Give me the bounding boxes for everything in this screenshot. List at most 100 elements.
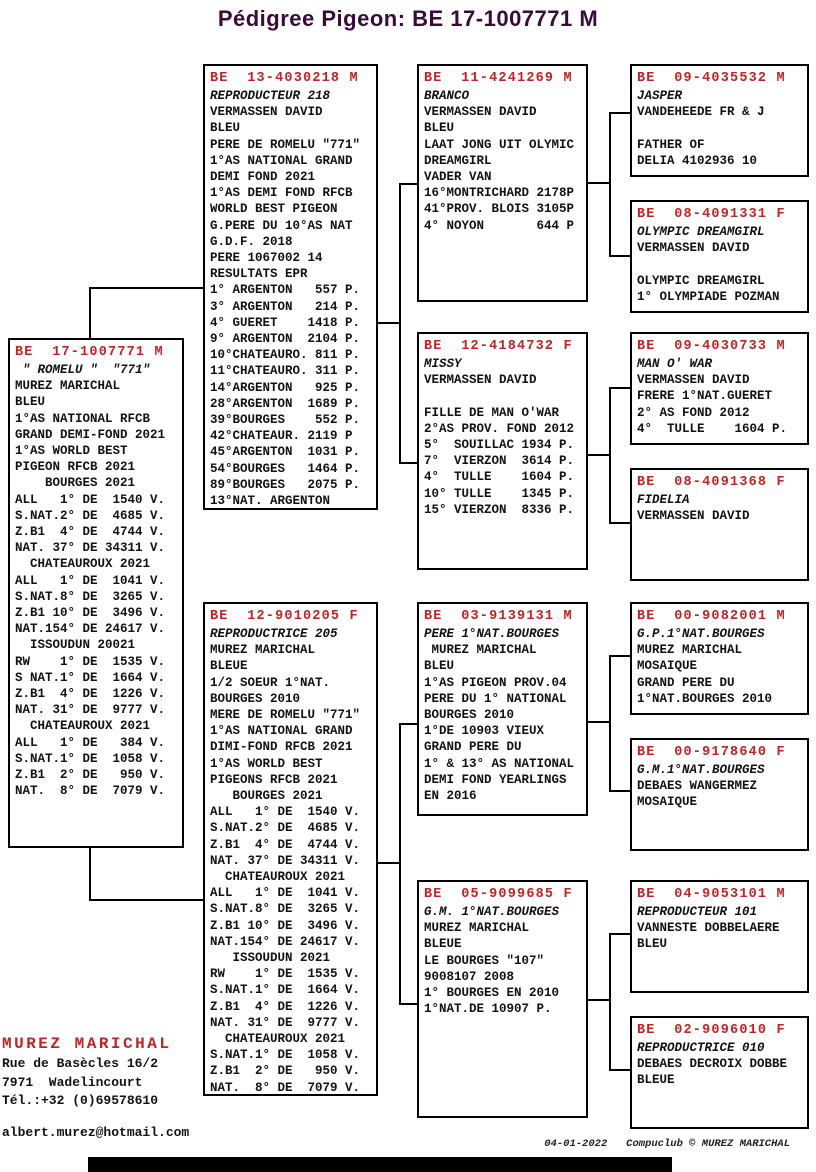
pedigree-text-line: S.NAT.2° DE 4685 V. [15, 508, 166, 523]
pedigree-text-line: 10°CHATEAURO. 811 P. [210, 348, 361, 363]
pedigree-text-line: BLEU [424, 121, 455, 136]
pedigree-text-line: G.PERE DU 10°AS NAT [210, 218, 353, 233]
box-great-grandparent-8: BE 02-9096010 F REPRODUCTRICE 010 DEBAES D… [630, 1016, 809, 1129]
box-great-grandparent-4: BE 08-4091368 F FIDELIA VERMASSEN DAVID [630, 468, 809, 581]
pedigree-text-line: NAT.154° DE 24617 V. [15, 622, 166, 637]
box-great-grandparent-7: BE 04-9053101 M REPRODUCTEUR 101 VANNESTE … [630, 880, 809, 993]
pedigree-text-line: PERE 1067002 14 [210, 251, 323, 266]
pedigree-text-line: ISSOUDUN 20021 [15, 638, 136, 653]
pedigree-text-line: BRANCO [424, 89, 470, 103]
pedigree-text-line: 10° TULLE 1345 P. [424, 486, 575, 501]
pedigree-text-line: 28°ARGENTON 1689 P. [210, 396, 361, 411]
pedigree-text-line: NAT. 31° DE 9777 V. [15, 703, 166, 718]
pedigree-text-line: OLYMPIC DREAMGIRL [637, 273, 765, 288]
box-great-grandparent-2: BE 08-4091331 F OLYMPIC DREAMGIRL VERMASSE… [630, 200, 809, 313]
pedigree-text-line: G.M. 1°NAT.BOURGES [424, 905, 560, 919]
breeder-city: 7971 Wadelincourt [2, 1074, 143, 1090]
pedigree-text-line: NAT. 31° DE 9777 V. [210, 1015, 361, 1030]
pedigree-text-line: NAT. 37° DE 34311 V. [210, 853, 361, 868]
pedigree-text-line: MUREZ MARICHAL [424, 921, 530, 936]
pedigree-text-line: 1°AS NATIONAL GRAND [210, 153, 353, 168]
pedigree-text-line: MAN O' WAR [637, 357, 713, 371]
pedigree-text-line: DEMI FOND YEARLINGS [424, 772, 567, 787]
pedigree-text-line: 1°NAT.BOURGES 2010 [637, 691, 773, 706]
box-dam: BE 12-9010205 F REPRODUCTRICE 205 MUREZ MA… [203, 602, 378, 1096]
pedigree-text-line: 42°CHATEAUR. 2119 P [210, 429, 353, 444]
pedigree-text-line: ALL 1° DE 1540 V. [15, 492, 166, 507]
pedigree-text-line: BLEU [210, 121, 241, 136]
pedigree-text-line: VERMASSEN DAVID [424, 105, 537, 120]
pedigree-text-line: ALL 1° DE 1041 V. [15, 573, 166, 588]
pedigree-text-line: 1°AS NATIONAL RFCB [15, 411, 151, 426]
pedigree-text-line: 9008107 2008 [424, 969, 515, 984]
pedigree-text-line: Z.B1 2° DE 950 V. [210, 1064, 361, 1079]
breeder-street: Rue de Basècles 16/2 [2, 1056, 159, 1071]
pedigree-text-line: 1° ARGENTON 557 P. [210, 283, 361, 298]
pedigree-text-line: CHATEAUROUX 2021 [15, 719, 151, 734]
box-great-grandparent-3: BE 09-4030733 M MAN O' WAR VERMASSEN DAVID… [630, 332, 809, 445]
pedigree-text-line: 4° TULLE 1604 P. [424, 470, 575, 485]
box-great-grandparent-1: BE 09-4035532 M JASPER VANDEHEEDE FR & J F… [630, 64, 809, 177]
pedigree-text-line: LE BOURGES "107" [424, 953, 545, 968]
pedigree-text-line: BLEU [15, 395, 46, 410]
pedigree-text-line: MISSY [424, 357, 462, 371]
pedigree-text-line: MERE DE ROMELU "771" [210, 708, 361, 723]
pedigree-text-line [637, 256, 807, 272]
pedigree-text-line: MOSAIQUE [637, 659, 698, 674]
pedigree-text-line: DEMI FOND 2021 [210, 170, 316, 185]
ring-number: BE 04-9053101 M [637, 887, 786, 902]
connector-line [89, 287, 91, 338]
ring-number: BE 17-1007771 M [15, 345, 164, 360]
pedigree-text-line: DREAMGIRL [424, 153, 492, 168]
connector-line [609, 933, 611, 1071]
box-great-grandparent-5: BE 00-9082001 M G.P.1°NAT.BOURGES MUREZ MA… [630, 602, 809, 715]
pedigree-text-line: Z.B1 10° DE 3496 V. [15, 606, 166, 621]
pedigree-text-line: 1°AS DEMI FOND RFCB [210, 186, 353, 201]
ring-number: BE 11-4241269 M [424, 71, 573, 86]
box-sire: BE 13-4030218 M REPRODUCTEUR 218 VERMASSEN… [203, 64, 378, 510]
pedigree-text-line: FRERE 1°NAT.GUERET [637, 389, 773, 404]
pedigree-text-line: RW 1° DE 1535 V. [15, 654, 166, 669]
pedigree-text-line: BOURGES 2021 [15, 476, 136, 491]
pedigree-text-line: REPRODUCTRICE 010 [637, 1041, 765, 1055]
breeder-phone: Tél.:+32 (0)69578610 [2, 1093, 159, 1108]
box-granddam-paternal: BE 12-4184732 F MISSY VERMASSEN DAVID FILL… [417, 332, 588, 570]
pedigree-text-line: 1°AS WORLD BEST [15, 444, 128, 459]
pedigree-text-line: Z.B1 10° DE 3496 V. [210, 918, 361, 933]
pedigree-text-line: FIDELIA [637, 493, 690, 507]
ring-number: BE 09-4030733 M [637, 339, 786, 354]
connector-line [586, 454, 610, 456]
pedigree-text-line: ALL 1° DE 1540 V. [210, 805, 361, 820]
scan-artifact-bar [88, 1157, 672, 1172]
pedigree-text-line: VANDEHEEDE FR & J [637, 105, 765, 120]
pedigree-text-line: VADER VAN [424, 170, 492, 185]
ring-number: BE 02-9096010 F [637, 1023, 786, 1038]
pedigree-text-line: S NAT.1° DE 1664 V. [15, 670, 166, 685]
footer-credit: Compuclub © MUREZ MARICHAL [626, 1138, 790, 1150]
pedigree-text-line: NAT. 8° DE 7079 V. [210, 1080, 361, 1095]
pedigree-text-line: 1°NAT.DE 10907 P. [424, 1002, 552, 1017]
pedigree-text-line: WORLD BEST PIGEON [210, 202, 338, 217]
pedigree-text-line: BLEU [424, 659, 455, 674]
pedigree-text-line: Z.B1 4° DE 4744 V. [210, 837, 361, 852]
pedigree-text-line: G.M.1°NAT.BOURGES [637, 763, 765, 777]
ring-number: BE 03-9139131 M [424, 609, 573, 624]
breeder-name: MUREZ MARICHAL [2, 1035, 172, 1053]
pedigree-text-line: CHATEAUROUX 2021 [210, 1032, 346, 1047]
pedigree-text-line: BLEU [637, 937, 668, 952]
pedigree-text-line: REPRODUCTEUR 101 [637, 905, 758, 919]
connector-line [399, 183, 401, 464]
pedigree-text-line: OLYMPIC DREAMGIRL [637, 225, 765, 239]
pedigree-text-line: 41°PROV. BLOIS 3105P [424, 202, 575, 217]
pedigree-text-line: 1° BOURGES EN 2010 [424, 986, 560, 1001]
pedigree-text-line: FATHER OF [637, 137, 705, 152]
ring-number: BE 12-4184732 F [424, 339, 573, 354]
pedigree-text-line: 4° TULLE 1604 P. [637, 421, 788, 436]
pedigree-text-line [424, 388, 586, 404]
pedigree-text-line [637, 120, 807, 136]
pedigree-text-line: VERMASSEN DAVID [637, 241, 750, 256]
pedigree-text-line: PERE DE ROMELU "771" [210, 137, 361, 152]
pedigree-text-line: ISSOUDUN 2021 [210, 951, 331, 966]
pedigree-text-line: BOURGES 2010 [424, 708, 515, 723]
pedigree-text-line: VANNESTE DOBBELAERE [637, 921, 780, 936]
